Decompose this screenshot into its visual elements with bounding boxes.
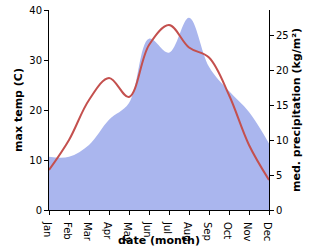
svg-text:0: 0 (276, 205, 282, 216)
svg-text:Jul: Jul (162, 221, 173, 234)
svg-text:Apr: Apr (102, 222, 113, 240)
svg-text:30: 30 (29, 55, 42, 66)
svg-text:Sep: Sep (202, 222, 213, 241)
svg-text:40: 40 (29, 5, 42, 16)
svg-text:10: 10 (276, 135, 289, 146)
svg-text:20: 20 (276, 65, 289, 76)
svg-text:May: May (122, 222, 133, 243)
svg-text:Jun: Jun (142, 221, 153, 238)
svg-text:med. precipitation (kg/m²): med. precipitation (kg/m²) (290, 28, 303, 192)
svg-text:5: 5 (276, 170, 282, 181)
svg-text:10: 10 (29, 155, 42, 166)
svg-text:Dec: Dec (262, 222, 273, 241)
svg-text:Mar: Mar (82, 222, 93, 242)
svg-text:0: 0 (36, 205, 42, 216)
svg-text:Oct: Oct (222, 222, 233, 239)
svg-text:Aug: Aug (182, 222, 193, 242)
svg-text:date (month): date (month) (118, 234, 200, 247)
svg-text:15: 15 (276, 100, 289, 111)
svg-text:Jan: Jan (42, 221, 53, 237)
svg-text:max temp (C): max temp (C) (12, 68, 25, 152)
svg-text:20: 20 (29, 105, 42, 116)
svg-text:Nov: Nov (242, 222, 253, 242)
svg-text:Feb: Feb (62, 222, 73, 240)
svg-text:25: 25 (276, 30, 289, 41)
